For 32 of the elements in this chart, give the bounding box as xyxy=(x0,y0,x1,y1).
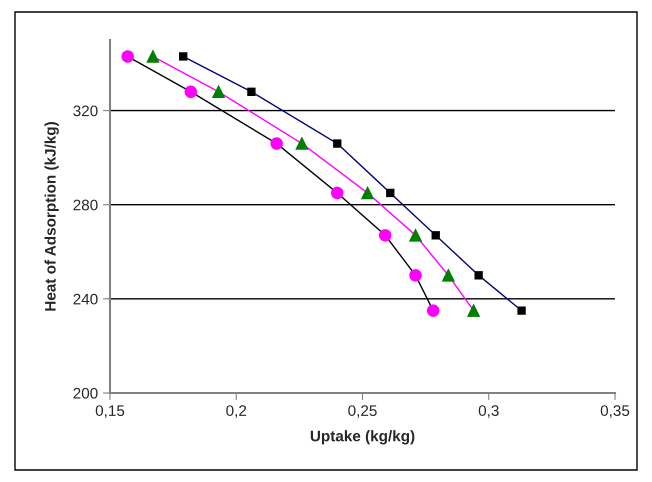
point xyxy=(426,304,440,317)
point xyxy=(212,86,225,98)
point xyxy=(247,88,256,96)
point xyxy=(467,304,480,317)
point xyxy=(409,269,422,282)
point xyxy=(184,86,198,98)
point xyxy=(121,50,134,63)
y-axis-title: Heat of Adsorption (kJ/kg) xyxy=(44,122,59,311)
y-tick-label: 280 xyxy=(73,200,98,210)
x-tick-label: 0,25 xyxy=(348,405,377,418)
point xyxy=(333,139,342,148)
point xyxy=(331,186,344,200)
point xyxy=(378,229,392,242)
x-tick-label: 0,3 xyxy=(478,405,499,418)
x-axis-title: Uptake (kg/kg) xyxy=(310,430,414,444)
x-tick-label: 0,2 xyxy=(226,405,246,418)
point xyxy=(296,137,308,150)
point xyxy=(146,50,160,63)
point xyxy=(386,188,394,198)
point xyxy=(361,186,374,200)
y-tick-label: 240 xyxy=(73,294,98,305)
x-tick-label: 0,15 xyxy=(96,405,124,418)
y-tick-label: 320 xyxy=(73,105,98,116)
point xyxy=(409,229,422,242)
point xyxy=(270,137,283,150)
point xyxy=(442,269,455,282)
y-tick-label: 200 xyxy=(73,388,98,399)
point xyxy=(517,306,526,315)
x-tick-label: 0,35 xyxy=(600,405,630,418)
point xyxy=(432,231,440,240)
point xyxy=(474,271,483,280)
point xyxy=(179,52,188,61)
